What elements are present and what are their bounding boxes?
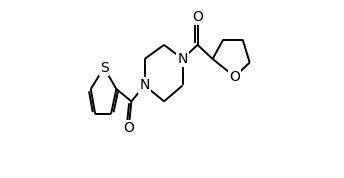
Text: O: O [123, 121, 134, 135]
Text: S: S [100, 61, 108, 75]
Text: O: O [192, 10, 203, 24]
Text: N: N [139, 78, 150, 92]
Text: N: N [178, 52, 188, 66]
Text: O: O [229, 70, 240, 84]
